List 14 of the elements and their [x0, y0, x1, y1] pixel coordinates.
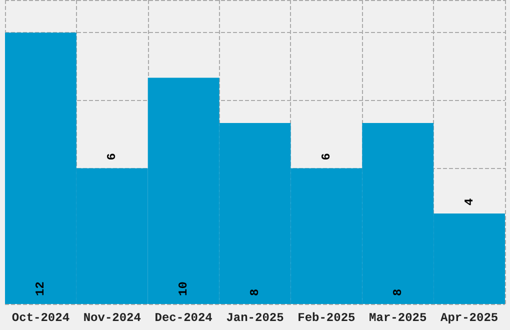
data-label: 12 — [34, 282, 48, 296]
data-label: 4 — [462, 198, 476, 206]
data-label: 10 — [176, 282, 191, 296]
x-tick-label: Mar-2025 — [369, 311, 427, 325]
x-tick-label: Feb-2025 — [298, 311, 356, 325]
x-tick-label: Nov-2024 — [83, 311, 141, 325]
x-tick-label: Jan-2025 — [226, 311, 284, 325]
data-label: 6 — [319, 153, 334, 160]
data-label: 8 — [390, 288, 405, 296]
x-tick-label: Dec-2024 — [154, 311, 212, 325]
data-label: 8 — [248, 288, 262, 296]
x-tick-label: Oct-2024 — [12, 311, 70, 325]
x-tick-label: Apr-2025 — [440, 311, 498, 325]
data-label: 6 — [105, 153, 120, 160]
